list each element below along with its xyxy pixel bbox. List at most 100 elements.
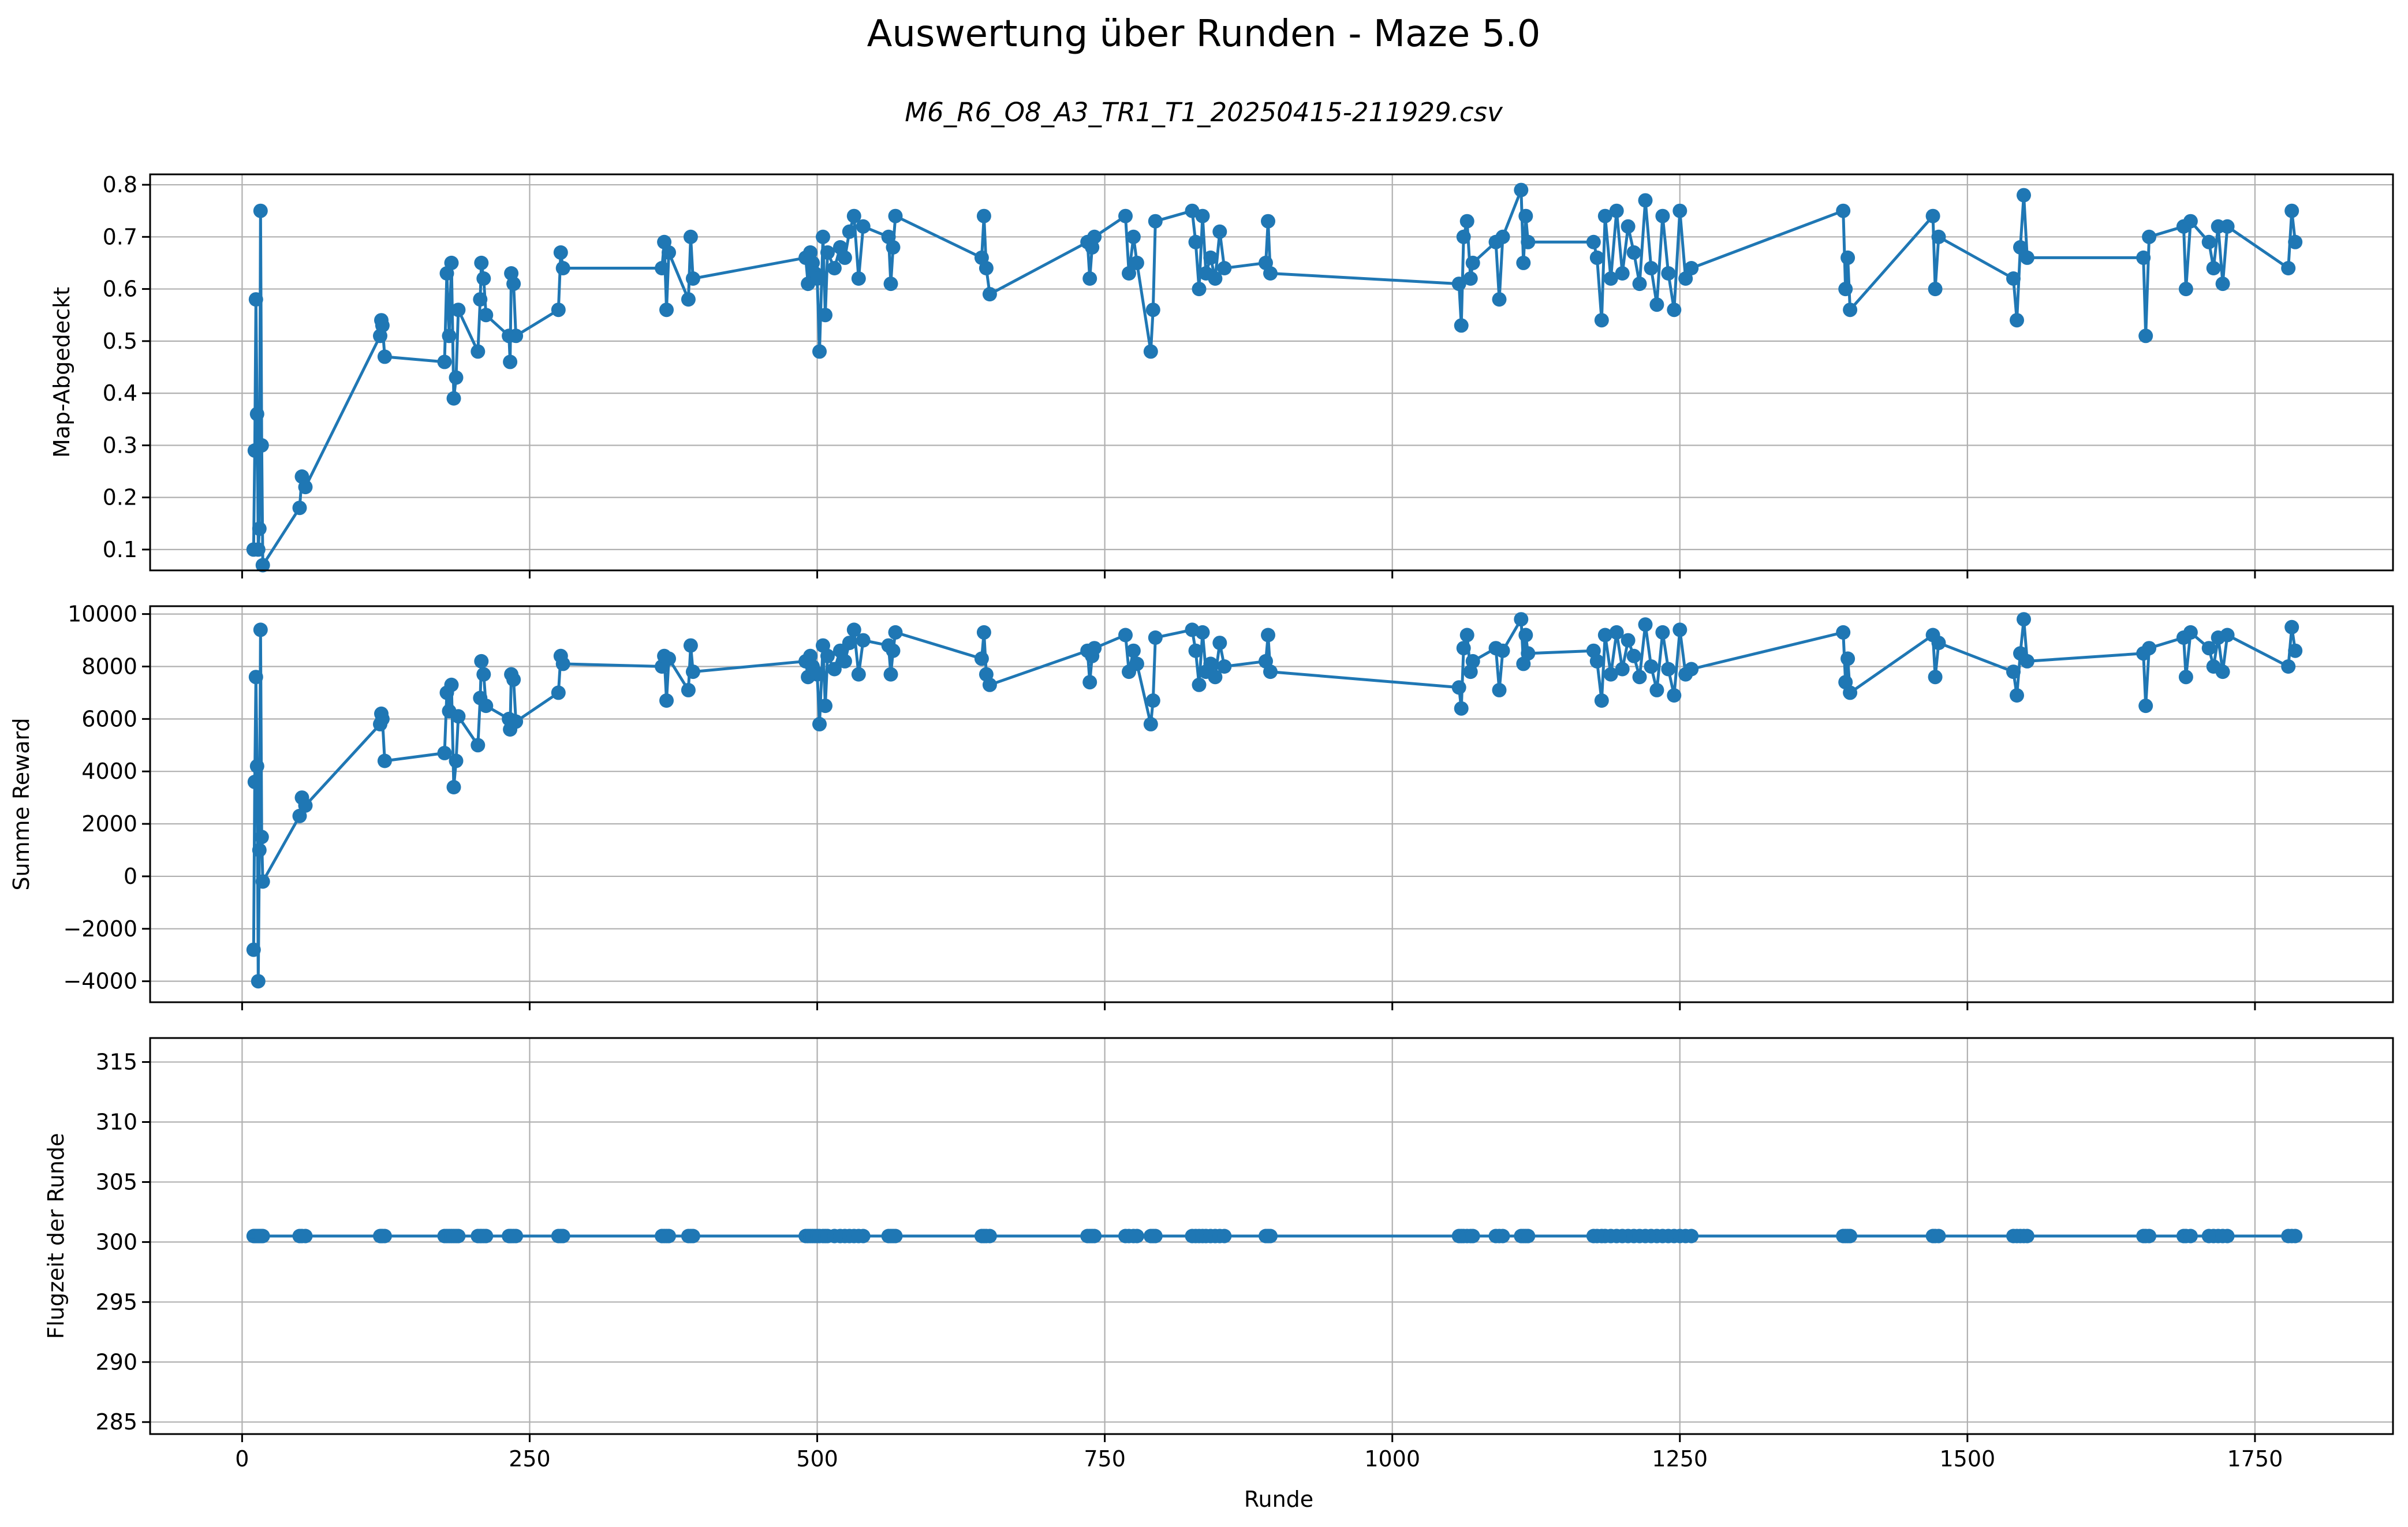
- figure-title: Auswertung über Runden - Maze 5.0: [867, 13, 1541, 55]
- map-data-point: [1118, 208, 1133, 223]
- map-data-point: [503, 354, 518, 369]
- map-data-point: [1459, 214, 1474, 229]
- flight-data-point: [555, 1229, 570, 1244]
- map-data-point: [659, 303, 674, 318]
- reward-y-tick-label: 8000: [81, 654, 137, 679]
- map-data-point: [1925, 208, 1940, 223]
- reward-data-point: [246, 942, 261, 957]
- reward-data-point: [479, 699, 494, 714]
- reward-data-point: [1465, 654, 1480, 669]
- reward-data-point: [1843, 685, 1858, 700]
- reward-data-point: [1626, 648, 1641, 663]
- map-data-point: [856, 219, 871, 234]
- subplot-map-coverage: 0.1 0.2 0.3 0.4 0.5 0.6 0.7 0.8 Map-Abgedeckt: [49, 172, 2394, 578]
- flight-y-axis-label: Flugzeit der Runde: [43, 1133, 69, 1339]
- reward-data-point: [1261, 628, 1275, 643]
- reward-y-tick-label: 10000: [68, 602, 137, 627]
- reward-data-point: [1655, 625, 1670, 640]
- reward-data-point: [449, 753, 464, 768]
- reward-y-tick-label: 0: [124, 864, 137, 889]
- map-data-point: [1514, 182, 1529, 197]
- map-data-point: [685, 271, 700, 286]
- map-data-point: [437, 354, 452, 369]
- flight-data-point: [2220, 1229, 2235, 1244]
- map-data-point: [298, 480, 313, 495]
- map-data-point: [812, 344, 827, 359]
- map-data-point: [553, 245, 568, 260]
- map-data-point: [2138, 328, 2153, 344]
- map-data-point: [451, 303, 466, 318]
- reward-data-point: [451, 709, 466, 724]
- map-data-point: [1143, 344, 1158, 359]
- reward-y-tick-label: −2000: [63, 916, 137, 942]
- map-y-tick-label: 0.8: [103, 172, 137, 197]
- reward-data-point: [683, 638, 698, 653]
- reward-data-point: [886, 643, 901, 658]
- map-data-point: [1632, 277, 1647, 292]
- reward-data-point: [252, 843, 267, 857]
- map-data-point: [1667, 303, 1682, 318]
- map-data-point: [509, 328, 524, 344]
- map-data-point: [1594, 313, 1609, 328]
- reward-data-point: [842, 636, 857, 651]
- reward-data-point: [247, 774, 262, 789]
- figure-subtitle: M6_R6_O8_A3_TR1_T1_20250415-211929.csv: [905, 97, 1503, 128]
- reward-data-point: [2201, 641, 2216, 656]
- map-data-point: [1928, 282, 1943, 297]
- map-data-point: [255, 558, 270, 573]
- map-data-point: [1122, 266, 1136, 281]
- reward-data-point: [976, 625, 991, 640]
- map-data-point: [1586, 234, 1601, 249]
- map-y-axis-label: Map-Abgedeckt: [49, 287, 74, 458]
- map-data-point: [474, 255, 489, 270]
- reward-data-point: [2010, 688, 2024, 703]
- map-data-point: [2019, 250, 2034, 265]
- reward-data-point: [1145, 693, 1160, 708]
- map-data-point: [2201, 234, 2216, 249]
- reward-data-point: [1129, 656, 1144, 671]
- reward-data-point: [2281, 659, 2296, 674]
- reward-y-tick-label: −4000: [63, 969, 137, 994]
- reward-data-point: [2284, 619, 2299, 634]
- map-data-point: [1454, 318, 1469, 333]
- flight-y-tick-label: 310: [95, 1110, 137, 1135]
- reward-data-point: [2220, 628, 2235, 643]
- map-data-point: [1261, 214, 1275, 229]
- map-data-point: [479, 308, 494, 323]
- map-data-point: [1148, 214, 1163, 229]
- flight-data-point: [1129, 1229, 1144, 1244]
- map-data-point: [2006, 271, 2021, 286]
- map-data-point: [292, 501, 307, 516]
- map-data-point: [681, 292, 696, 307]
- map-data-point: [820, 245, 835, 260]
- map-data-point: [442, 328, 457, 344]
- map-data-point: [1615, 266, 1630, 281]
- reward-data-point: [2017, 612, 2031, 627]
- map-y-tick-label: 0.7: [103, 224, 137, 249]
- map-data-point: [1217, 261, 1232, 275]
- map-data-point: [252, 521, 267, 536]
- map-data-point: [254, 438, 269, 453]
- reward-data-point: [1521, 646, 1536, 661]
- reward-data-point: [1456, 641, 1471, 656]
- reward-data-point: [888, 625, 903, 640]
- reward-data-point: [2138, 699, 2153, 714]
- map-y-tick-label: 0.1: [103, 537, 137, 562]
- reward-data-point: [1495, 643, 1510, 658]
- flight-y-tick-label: 305: [95, 1169, 137, 1194]
- map-data-point: [471, 344, 486, 359]
- map-data-point: [979, 261, 994, 275]
- reward-data-point: [1188, 643, 1203, 658]
- reward-data-point: [974, 651, 989, 666]
- flight-data-point: [509, 1229, 524, 1244]
- map-data-point: [1672, 203, 1688, 218]
- map-data-point: [2281, 261, 2296, 275]
- map-data-point: [1836, 203, 1851, 218]
- map-data-point: [1621, 219, 1636, 234]
- reward-data-point: [446, 780, 461, 794]
- map-data-point: [1212, 224, 1227, 239]
- reward-data-point: [471, 738, 486, 753]
- flight-data-point: [856, 1229, 871, 1244]
- reward-data-point: [249, 759, 264, 774]
- flight-data-point: [2142, 1229, 2157, 1244]
